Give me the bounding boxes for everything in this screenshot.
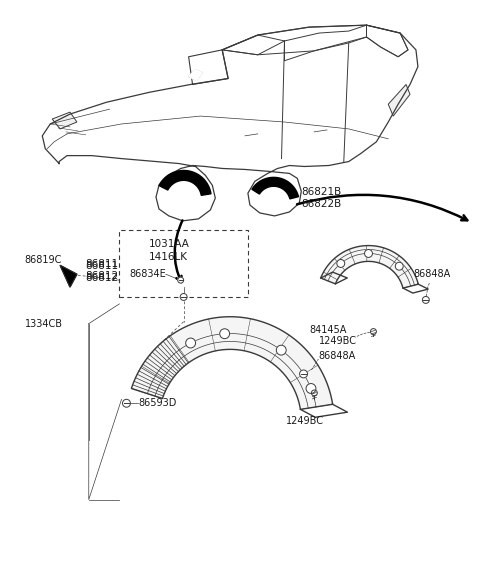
Circle shape xyxy=(180,294,187,301)
Text: 86848A: 86848A xyxy=(318,351,356,361)
Text: 84145A: 84145A xyxy=(309,325,347,335)
Polygon shape xyxy=(159,170,211,195)
Circle shape xyxy=(306,383,316,393)
Circle shape xyxy=(422,296,429,303)
Text: 1334CB: 1334CB xyxy=(24,319,62,329)
Polygon shape xyxy=(321,245,418,288)
Circle shape xyxy=(396,262,403,270)
Text: 1249BC: 1249BC xyxy=(286,416,324,426)
Polygon shape xyxy=(60,265,77,287)
Circle shape xyxy=(186,338,195,348)
Text: 86848A: 86848A xyxy=(413,269,450,279)
Polygon shape xyxy=(52,112,77,129)
Polygon shape xyxy=(388,85,410,116)
Circle shape xyxy=(276,345,286,355)
Text: 1249BC: 1249BC xyxy=(319,336,357,346)
Text: 86593D: 86593D xyxy=(138,398,177,409)
Polygon shape xyxy=(189,70,203,80)
Circle shape xyxy=(364,249,372,258)
Text: 86811
86812: 86811 86812 xyxy=(85,261,118,284)
Text: 86821B
86822B: 86821B 86822B xyxy=(301,187,342,210)
Circle shape xyxy=(220,329,229,339)
Circle shape xyxy=(312,390,317,396)
Circle shape xyxy=(300,370,308,378)
Text: 1031AA
1416LK: 1031AA 1416LK xyxy=(149,239,190,262)
Text: 86811
86812: 86811 86812 xyxy=(85,259,118,282)
Text: 86819C: 86819C xyxy=(24,255,62,265)
Circle shape xyxy=(178,277,184,283)
Text: 86834E: 86834E xyxy=(129,269,166,279)
Polygon shape xyxy=(132,317,333,409)
Circle shape xyxy=(337,259,345,268)
Polygon shape xyxy=(42,25,418,221)
Circle shape xyxy=(371,329,376,335)
Circle shape xyxy=(122,399,131,407)
Polygon shape xyxy=(252,177,299,199)
